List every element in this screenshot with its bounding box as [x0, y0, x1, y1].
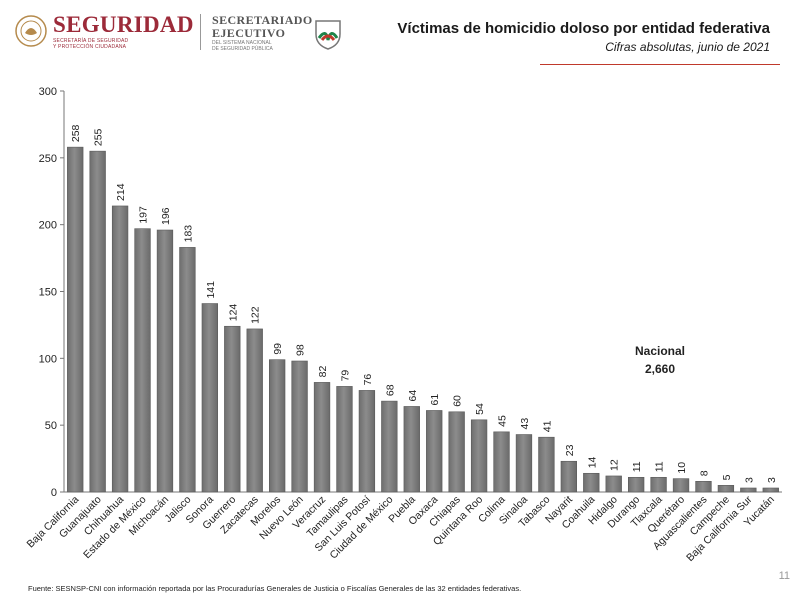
bar: [740, 487, 757, 493]
bar: [246, 328, 263, 493]
data-label: 10: [676, 462, 688, 474]
bar: [583, 472, 600, 493]
secretariado-sub-2: DE SEGURIDAD PÚBLICA: [212, 46, 273, 52]
bar: [538, 436, 555, 493]
y-tick-label: 200: [39, 220, 57, 232]
shield-icon: [315, 20, 341, 50]
bar: [313, 382, 331, 493]
data-label: 60: [452, 395, 464, 407]
data-label: 54: [474, 403, 486, 415]
y-tick-label: 100: [39, 353, 57, 365]
chart-title: Víctimas de homicidio doloso por entidad…: [397, 20, 770, 37]
data-label: 214: [115, 183, 127, 201]
data-label: 41: [541, 420, 553, 432]
bar: [291, 360, 308, 493]
data-label: 258: [70, 124, 82, 142]
y-tick-label: 250: [39, 153, 57, 165]
bar: [156, 229, 174, 493]
bar: [381, 400, 398, 493]
bar: [269, 359, 286, 493]
secretariado-main-1: SECRETARIADO: [212, 13, 313, 27]
bar: [224, 325, 241, 493]
brand-sub-text-2: Y PROTECCIÓN CIUDADANA: [53, 44, 127, 50]
data-label: 43: [519, 418, 531, 430]
data-label: 3: [743, 477, 755, 483]
data-label: 12: [609, 459, 621, 471]
bar: [628, 476, 645, 493]
data-label: 82: [317, 366, 329, 378]
bar: [470, 419, 488, 493]
source-footnote: Fuente: SESNSP-CNI con información repor…: [28, 584, 522, 593]
y-tick-label: 50: [45, 420, 57, 432]
data-label: 124: [227, 304, 239, 322]
data-label: 5: [721, 474, 733, 480]
national-total-value: 2,660: [644, 362, 676, 376]
brand-sub-text-1: SECRETARÍA DE SEGURIDAD: [53, 38, 129, 44]
brand-logo: SEGURIDAD SECRETARÍA DE SEGURIDAD Y PROT…: [53, 12, 194, 50]
bar: [134, 228, 151, 493]
data-label: 255: [93, 128, 105, 146]
bar: [717, 485, 735, 493]
bar: [672, 478, 690, 493]
data-label: 183: [182, 225, 194, 243]
header: SEGURIDAD SECRETARÍA DE SEGURIDAD Y PROT…: [0, 0, 800, 65]
data-label: 45: [497, 415, 509, 427]
national-seal-icon: [15, 15, 47, 47]
bar: [448, 411, 465, 493]
bar: [695, 481, 712, 493]
y-tick-label: 150: [39, 287, 57, 299]
national-total-label: Nacional: [634, 344, 685, 358]
data-label: 23: [564, 444, 576, 456]
data-label: 64: [407, 390, 419, 402]
bar: [111, 205, 129, 493]
bar: [650, 476, 667, 493]
page-number: 11: [778, 570, 790, 582]
data-label: 99: [272, 343, 284, 355]
brand-main-text: SEGURIDAD: [53, 12, 194, 37]
chart-subtitle: Cifras absolutas, junio de 2021: [605, 40, 770, 54]
data-label: 197: [138, 206, 150, 224]
secretariado-sub-1: DEL SISTEMA NACIONAL: [212, 40, 272, 46]
secretariado-logo: SECRETARIADO EJECUTIVO DEL SISTEMA NACIO…: [212, 13, 313, 53]
bar: [89, 150, 106, 493]
data-label: 141: [205, 281, 217, 299]
data-label: 3: [766, 477, 778, 483]
bar: [336, 386, 353, 493]
bar: [179, 247, 196, 493]
y-tick-label: 300: [39, 86, 57, 98]
data-label: 8: [698, 470, 710, 476]
bar: [358, 390, 376, 493]
title-underline: [540, 64, 780, 65]
bar: [762, 487, 779, 493]
y-tick-label: 0: [51, 487, 57, 499]
bar: [560, 460, 577, 493]
data-label: 14: [586, 456, 598, 468]
bar: [67, 146, 84, 493]
header-divider: [200, 14, 201, 50]
bar: [493, 431, 510, 493]
bar: [515, 434, 533, 493]
data-label: 11: [631, 461, 643, 472]
data-label: 79: [339, 370, 351, 382]
secretariado-main-2: EJECUTIVO: [212, 26, 286, 40]
bar: [201, 303, 218, 493]
data-label: 196: [160, 207, 172, 225]
bar: [403, 406, 420, 493]
data-label: 61: [429, 394, 441, 406]
bar: [605, 475, 622, 493]
data-label: 76: [362, 374, 374, 386]
data-label: 11: [654, 461, 666, 472]
data-label: 122: [250, 306, 262, 324]
data-label: 98: [295, 344, 307, 356]
data-label: 68: [384, 384, 396, 396]
bar: [426, 410, 443, 493]
